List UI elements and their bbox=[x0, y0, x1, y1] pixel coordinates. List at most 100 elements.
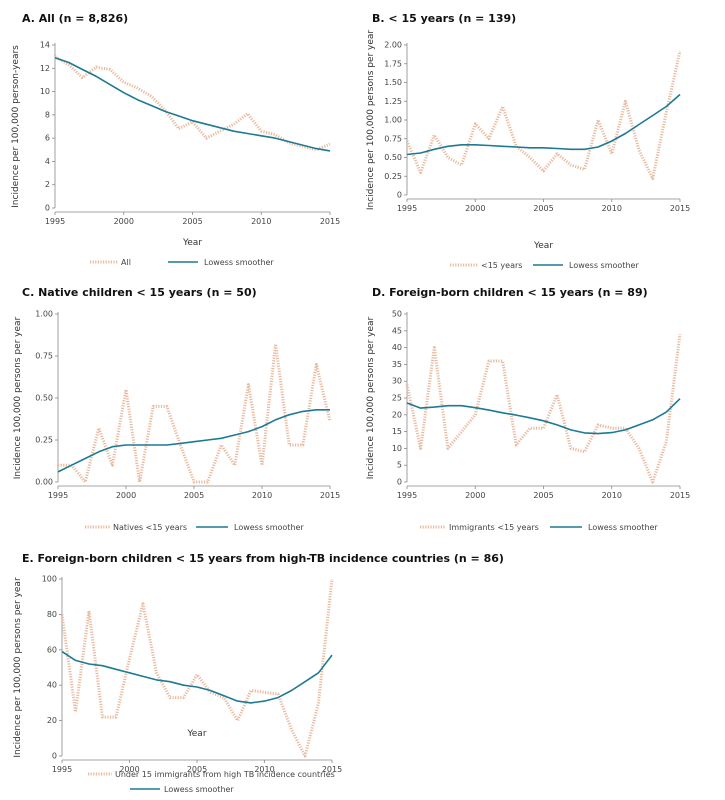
y-tick-label: 2 bbox=[45, 180, 50, 189]
x-tick-label: 2010 bbox=[602, 491, 622, 500]
y-axis-label: Incidence per 100,000 person-years bbox=[11, 45, 21, 208]
y-tick-label: 20 bbox=[47, 716, 57, 725]
legend-label-lowess: Lowess smoother bbox=[588, 523, 658, 532]
x-tick-label: 2005 bbox=[533, 204, 553, 213]
chart-panel-e: E. Foreign-born children < 15 years from… bbox=[13, 552, 504, 794]
x-tick-label: 2010 bbox=[251, 217, 271, 226]
chart-title: C. Native children < 15 years (n = 50) bbox=[22, 286, 257, 299]
chart-panel-d: D. Foreign-born children < 15 years (n =… bbox=[366, 286, 690, 532]
y-tick-label: 14 bbox=[40, 41, 50, 50]
legend: <15 years Lowess smoother bbox=[450, 261, 639, 270]
legend-label-lowess: Lowess smoother bbox=[204, 258, 274, 267]
legend-label-lowess: Lowess smoother bbox=[234, 523, 304, 532]
chart-title: E. Foreign-born children < 15 years from… bbox=[22, 552, 504, 565]
y-tick-label: 4 bbox=[45, 157, 50, 166]
y-tick-label: 0.50 bbox=[384, 153, 402, 162]
series-line-lowess bbox=[406, 398, 681, 435]
y-tick-label: 45 bbox=[392, 326, 402, 335]
series-line-lowess bbox=[61, 650, 333, 704]
y-tick-label: 0.75 bbox=[384, 134, 402, 143]
series-line-raw bbox=[54, 55, 331, 152]
series-line-raw bbox=[58, 342, 332, 484]
y-tick-label: 25 bbox=[392, 394, 402, 403]
legend-label-raw: <15 years bbox=[481, 261, 522, 270]
x-tick-label: 2000 bbox=[465, 204, 485, 213]
y-tick-label: 1.00 bbox=[35, 310, 53, 319]
x-tick-label: 2010 bbox=[252, 491, 272, 500]
x-tick-label: 2005 bbox=[182, 217, 202, 226]
legend-label-raw: Immigrants <15 years bbox=[449, 523, 539, 532]
y-tick-label: 100 bbox=[42, 575, 57, 584]
x-tick-label: 2015 bbox=[322, 765, 342, 774]
y-tick-label: 2.00 bbox=[384, 41, 402, 50]
x-tick-label: 2015 bbox=[320, 217, 340, 226]
x-axis-label: Year bbox=[186, 729, 206, 739]
chart-panel-b: B. < 15 years (n = 139) 0 0.25 0.50 0.75 1.00… bbox=[366, 12, 690, 270]
x-tick-label: 2000 bbox=[465, 491, 485, 500]
y-tick-label: 8 bbox=[45, 110, 50, 119]
x-tick-label: 2000 bbox=[119, 765, 139, 774]
legend-label-raw: All bbox=[121, 258, 131, 267]
y-tick-label: 15 bbox=[392, 427, 402, 436]
y-tick-label: 12 bbox=[40, 64, 50, 73]
y-tick-label: 20 bbox=[392, 410, 402, 419]
legend-label-raw: Under 15 immigrants from high TB inciden… bbox=[115, 770, 335, 779]
y-tick-label: 0.00 bbox=[35, 478, 53, 487]
y-tick-label: 0.25 bbox=[35, 436, 53, 445]
y-tick-label: 6 bbox=[45, 134, 50, 143]
x-axis-label: Year bbox=[533, 241, 553, 251]
x-tick-label: 2005 bbox=[187, 765, 207, 774]
legend: Natives <15 years Lowess smoother bbox=[85, 523, 304, 532]
chart-title: D. Foreign-born children < 15 years (n =… bbox=[372, 286, 648, 299]
x-tick-label: 2000 bbox=[114, 217, 134, 226]
y-tick-label: 40 bbox=[47, 681, 57, 690]
y-tick-label: 0 bbox=[397, 191, 402, 200]
y-axis-label: Incidence 100,000 persons per year bbox=[366, 316, 376, 479]
y-tick-label: 1.75 bbox=[384, 59, 402, 68]
legend-label-raw: Natives <15 years bbox=[113, 523, 187, 532]
series-line-lowess bbox=[54, 57, 331, 152]
y-tick-label: 1.25 bbox=[384, 97, 402, 106]
chart-title: A. All (n = 8,826) bbox=[22, 12, 128, 25]
y-tick-label: 80 bbox=[47, 610, 57, 619]
y-axis-label: Incidence per 100,000 persons per year bbox=[366, 30, 376, 211]
x-tick-label: 2000 bbox=[116, 491, 136, 500]
y-tick-label: 0 bbox=[397, 478, 402, 487]
x-tick-label: 1995 bbox=[397, 491, 417, 500]
chart-panel-a: A. All (n = 8,826) 0 2 4 6 8 10 12 14 1995 2000 200… bbox=[11, 12, 340, 267]
series-line-raw bbox=[405, 50, 682, 180]
y-tick-label: 1.00 bbox=[384, 116, 402, 125]
y-tick-label: 1.50 bbox=[384, 78, 402, 87]
x-tick-label: 2015 bbox=[670, 204, 690, 213]
series-line-lowess bbox=[406, 93, 681, 156]
legend-label-lowess: Lowess smoother bbox=[569, 261, 639, 270]
y-tick-label: 30 bbox=[392, 377, 402, 386]
x-tick-label: 2005 bbox=[184, 491, 204, 500]
x-tick-label: 2005 bbox=[533, 491, 553, 500]
x-axis-label: Year bbox=[182, 238, 202, 248]
x-tick-label: 1995 bbox=[397, 204, 417, 213]
legend-label-lowess: Lowess smoother bbox=[164, 785, 234, 794]
chart-panel-c: C. Native children < 15 years (n = 50) 0.… bbox=[13, 286, 340, 532]
y-tick-label: 40 bbox=[392, 343, 402, 352]
y-axis-label: Incidence 100,000 persons per year bbox=[13, 316, 23, 479]
legend: Immigrants <15 years Lowess smoother bbox=[420, 523, 658, 532]
x-tick-label: 1995 bbox=[52, 765, 72, 774]
y-tick-label: 10 bbox=[392, 444, 402, 453]
chart-title: B. < 15 years (n = 139) bbox=[372, 12, 516, 25]
series-line-lowess bbox=[57, 408, 330, 473]
x-tick-label: 2015 bbox=[320, 491, 340, 500]
y-axis-label: Incidence per 100,000 persons per year bbox=[13, 577, 23, 758]
x-tick-label: 2015 bbox=[670, 491, 690, 500]
x-tick-label: 1995 bbox=[45, 217, 65, 226]
legend: All Lowess smoother bbox=[90, 258, 274, 267]
series-line-raw bbox=[405, 334, 682, 484]
y-tick-label: 0 bbox=[52, 752, 57, 761]
y-tick-label: 0.25 bbox=[384, 172, 402, 181]
y-tick-label: 0.50 bbox=[35, 394, 53, 403]
y-tick-label: 35 bbox=[392, 360, 402, 369]
y-tick-label: 0 bbox=[45, 204, 50, 213]
x-tick-label: 1995 bbox=[48, 491, 68, 500]
y-tick-label: 60 bbox=[47, 645, 57, 654]
y-tick-label: 0.75 bbox=[35, 352, 53, 361]
